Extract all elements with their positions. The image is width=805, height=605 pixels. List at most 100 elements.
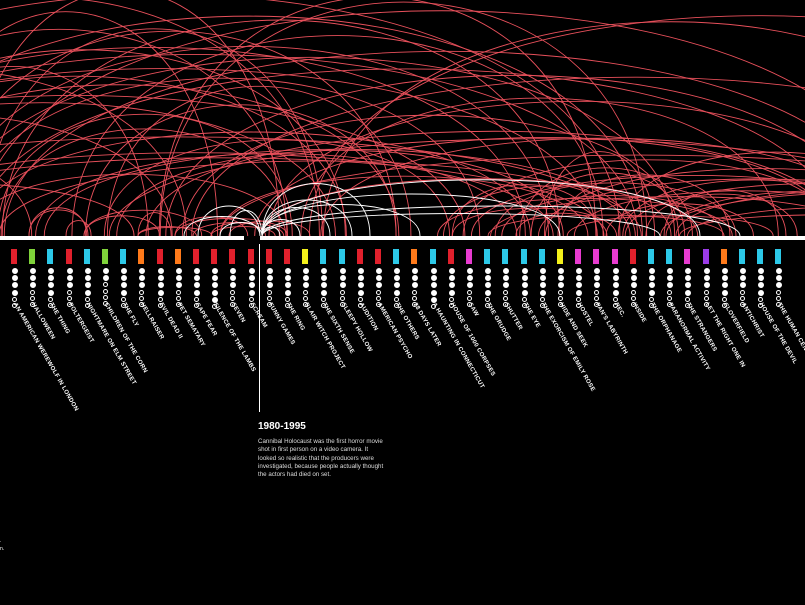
- rating-dot-empty: [666, 301, 672, 307]
- rating-dot-filled: [521, 275, 528, 282]
- rating-dot-empty: [120, 302, 126, 308]
- influence-arc: [0, 15, 643, 237]
- rating-dot-filled: [284, 268, 291, 274]
- movie-rating-dots: [775, 268, 783, 308]
- rating-dot-filled: [484, 289, 491, 296]
- rating-dot-filled: [684, 275, 691, 282]
- movie-title[interactable]: REC.: [612, 302, 626, 319]
- influence-arc: [3, 50, 805, 237]
- movie-color-swatch: [575, 249, 581, 264]
- movie-title[interactable]: Seven: [229, 302, 246, 324]
- rating-dot-filled: [11, 275, 18, 282]
- rating-dot-filled: [666, 275, 673, 282]
- movie-title[interactable]: Inside: [630, 302, 647, 324]
- movie-title[interactable]: Hostel: [575, 302, 595, 328]
- rating-dot-empty: [11, 302, 17, 308]
- influence-arc: [0, 54, 638, 237]
- movie-rating-dots: [248, 268, 256, 309]
- rating-dot-filled: [229, 282, 236, 289]
- influence-arc: [197, 205, 261, 237]
- rating-dot-empty: [320, 296, 326, 302]
- rating-dot-empty: [29, 295, 35, 301]
- rating-dot-empty: [739, 295, 745, 301]
- influence-arc: [0, 46, 549, 237]
- rating-dot-filled: [775, 275, 782, 282]
- movie-title[interactable]: American Psycho: [375, 302, 413, 361]
- rating-dot-empty: [248, 296, 254, 302]
- rating-dot-empty: [630, 301, 636, 307]
- rating-dot-empty: [739, 301, 745, 307]
- influence-arc: [515, 212, 608, 237]
- rating-dot-filled: [448, 289, 455, 296]
- rating-dot-empty: [593, 295, 599, 301]
- rating-dot-filled: [393, 289, 400, 296]
- rating-dot-filled: [484, 268, 491, 274]
- movie-title[interactable]: The Fly: [120, 302, 140, 329]
- rating-dot-filled: [11, 282, 18, 289]
- rating-dot-filled: [120, 282, 127, 289]
- movie-rating-dots: [175, 268, 183, 308]
- rating-dot-filled: [557, 268, 564, 274]
- rating-dot-filled: [684, 268, 691, 274]
- movie-title[interactable]: An American Werewolf in London: [11, 302, 80, 413]
- rating-dot-filled: [193, 275, 200, 282]
- influence-arc: [0, 117, 173, 237]
- rating-dot-filled: [284, 289, 291, 296]
- rating-dot-empty: [357, 302, 363, 308]
- rating-dot-filled: [193, 289, 200, 296]
- rating-dot-filled: [84, 282, 91, 289]
- rating-dot-filled: [539, 289, 546, 296]
- influence-arc: [158, 0, 597, 237]
- rating-dot-empty: [102, 288, 108, 294]
- movie-title[interactable]: Shutter: [502, 302, 524, 332]
- rating-dot-filled: [430, 296, 437, 303]
- movie-title[interactable]: The Orphanage: [648, 302, 683, 354]
- rating-dot-filled: [466, 268, 473, 274]
- movie-title[interactable]: Saw: [466, 302, 480, 318]
- movie-rating-dots: [630, 268, 638, 308]
- movie-rating-dots: [466, 268, 474, 308]
- movie-rating-dots: [84, 268, 92, 309]
- influence-arc: [103, 139, 450, 237]
- rating-dot-filled: [66, 268, 73, 274]
- rating-dot-filled: [47, 289, 54, 296]
- edge-text-1: .: [0, 538, 2, 544]
- rating-dot-empty: [593, 289, 599, 295]
- rating-dot-empty: [666, 295, 672, 301]
- rating-dot-filled: [339, 268, 346, 274]
- influence-arc: [0, 68, 805, 178]
- movie-color-swatch: [120, 249, 126, 264]
- movie-rating-dots: [557, 268, 565, 308]
- rating-dot-filled: [175, 275, 182, 282]
- movie-color-swatch: [339, 249, 345, 264]
- rating-dot-filled: [284, 282, 291, 289]
- movie-color-swatch: [757, 249, 763, 264]
- rating-dot-empty: [138, 295, 144, 301]
- rating-dot-filled: [375, 282, 382, 289]
- rating-dot-empty: [266, 301, 272, 307]
- rating-dot-filled: [29, 282, 36, 289]
- rating-dot-filled: [466, 282, 473, 289]
- movie-color-swatch: [248, 249, 254, 264]
- movie-rating-dots: [320, 268, 328, 309]
- rating-dot-filled: [612, 289, 619, 296]
- movie-color-swatch: [284, 249, 290, 264]
- rating-dot-empty: [66, 295, 72, 301]
- rating-dot-filled: [211, 275, 218, 282]
- movie-color-swatch: [448, 249, 454, 264]
- rating-dot-filled: [411, 275, 418, 282]
- rating-dot-filled: [266, 282, 273, 289]
- movie-title[interactable]: The Eye: [521, 302, 541, 330]
- rating-dot-filled: [593, 282, 600, 289]
- rating-dot-empty: [430, 303, 436, 309]
- movie-rating-dots: [375, 268, 383, 308]
- movie-rating-dots: [120, 268, 128, 309]
- movie-rating-dots: [757, 268, 765, 309]
- rating-dot-filled: [393, 282, 400, 289]
- rating-dot-filled: [575, 289, 582, 296]
- rating-dot-empty: [84, 302, 90, 308]
- movie-color-swatch: [521, 249, 527, 264]
- rating-dot-empty: [375, 289, 381, 295]
- movie-color-swatch: [193, 249, 199, 264]
